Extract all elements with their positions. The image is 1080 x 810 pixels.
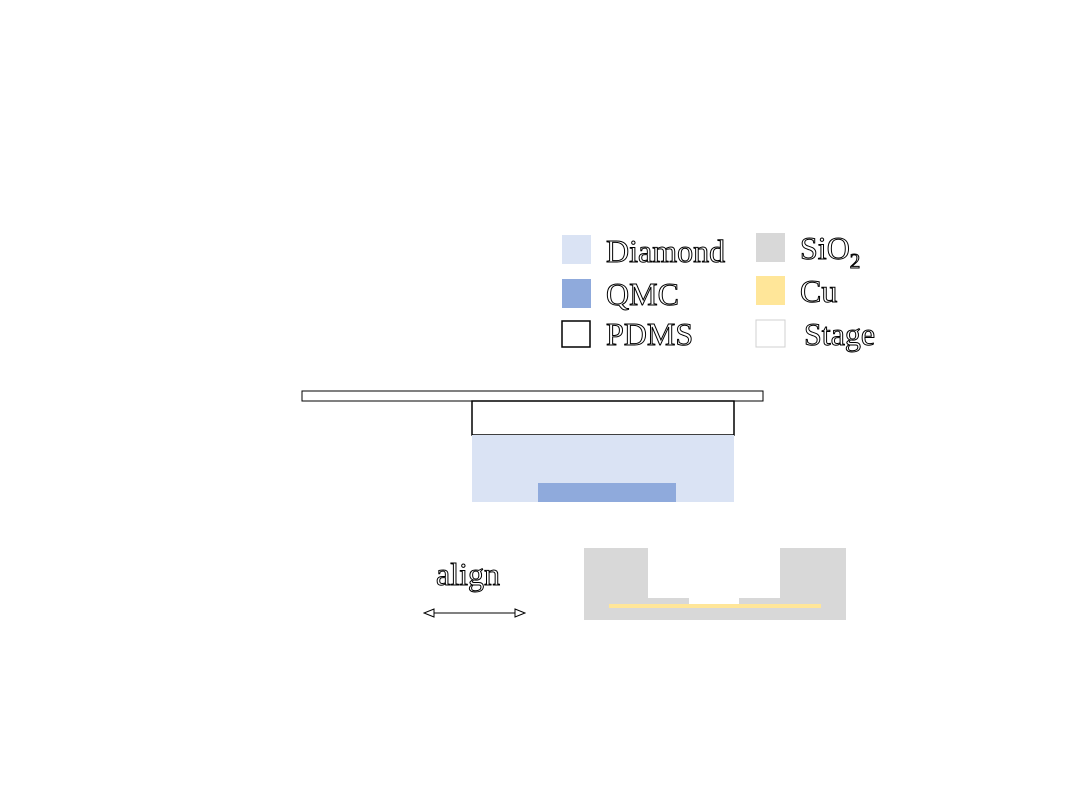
legend-swatch-cu (756, 276, 785, 305)
legend-label-sio2: SiO2 (800, 230, 860, 273)
sio2-subscript: 2 (850, 249, 861, 273)
legend-label-qmc: QMC (606, 276, 679, 312)
legend-label-cu: Cu (800, 273, 837, 309)
align-label: align (436, 556, 500, 592)
align-indicator: align (424, 556, 525, 613)
stamp-assembly (301, 390, 764, 502)
legend-label-diamond: Diamond (606, 233, 725, 269)
stage-bar (301, 390, 764, 402)
legend-swatch-stage (755, 319, 786, 348)
qmc-film (538, 483, 676, 502)
cu-line (609, 604, 821, 608)
sio2-substrate (584, 548, 846, 620)
legend-swatch-sio2 (756, 233, 785, 262)
legend-swatch-qmc (562, 279, 591, 308)
legend: Diamond SiO2 QMC Cu PDMS Stage (561, 230, 876, 353)
legend-label-stage: Stage (804, 316, 875, 352)
legend-swatch-diamond (562, 235, 591, 264)
legend-swatch-pdms (561, 320, 591, 348)
legend-label-pdms: PDMS (606, 316, 693, 352)
substrate (584, 548, 846, 620)
pdms-block (471, 400, 735, 436)
